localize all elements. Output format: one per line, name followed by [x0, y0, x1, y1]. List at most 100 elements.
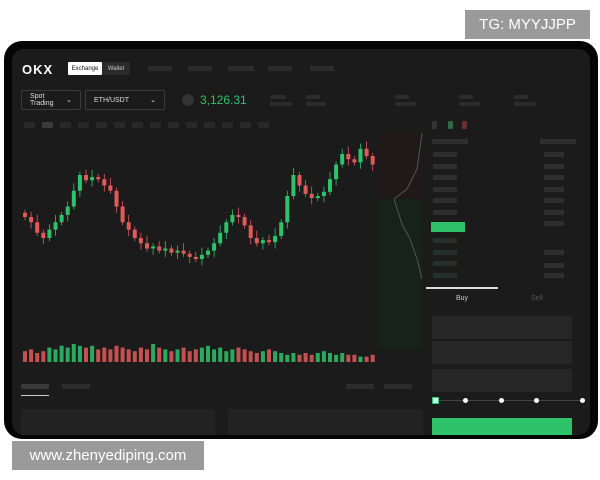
amount-input[interactable] — [432, 341, 572, 364]
chart-tool-button[interactable] — [78, 122, 89, 128]
chart-tool-button[interactable] — [204, 122, 215, 128]
candle — [132, 229, 137, 238]
tab-buy[interactable]: Buy — [456, 295, 469, 302]
orderbook-header-price — [432, 139, 468, 144]
nav-item[interactable] — [268, 66, 292, 71]
buy-tab-underline — [426, 287, 498, 289]
filter-button[interactable] — [346, 384, 374, 389]
chart-tool-button[interactable] — [42, 122, 53, 128]
candle — [35, 222, 40, 233]
volume-bar — [138, 347, 143, 362]
slider-step-75[interactable] — [534, 398, 539, 403]
volume-bar — [96, 349, 101, 362]
nav-item[interactable] — [188, 66, 212, 71]
orderbook-view-bids-icon[interactable] — [448, 121, 453, 129]
candle — [169, 248, 174, 253]
candle — [181, 250, 186, 254]
candle — [77, 175, 82, 191]
candle — [23, 212, 27, 217]
filter-button[interactable] — [384, 384, 412, 389]
candle — [334, 164, 339, 180]
amount-slider-track[interactable] — [434, 400, 584, 401]
candle — [297, 175, 302, 186]
chart-tool-button[interactable] — [240, 122, 251, 128]
ask-amount — [544, 221, 564, 226]
chart-tool-button[interactable] — [60, 122, 71, 128]
volume-bar — [291, 353, 296, 362]
volume-bar — [132, 351, 137, 362]
price-chart[interactable] — [12, 49, 590, 435]
candle — [102, 179, 107, 186]
volume-bar — [352, 354, 357, 362]
candle — [59, 214, 64, 223]
total-input[interactable] — [432, 369, 572, 392]
ask-amount — [544, 186, 564, 192]
volume-bar — [230, 349, 235, 362]
chart-tool-button[interactable] — [222, 122, 233, 128]
tab-sell[interactable]: Sell — [531, 295, 543, 302]
amount-slider-handle[interactable] — [432, 397, 439, 404]
candle — [199, 254, 204, 259]
pair-select[interactable]: ETH/USDT ⌄ — [85, 90, 165, 110]
stat-label — [395, 95, 409, 99]
volume-bar — [102, 347, 107, 362]
volume-bar — [108, 349, 113, 362]
slider-step-50[interactable] — [499, 398, 504, 403]
volume-bar — [53, 349, 58, 362]
chart-tool-button[interactable] — [258, 122, 269, 128]
volume-bar — [29, 349, 34, 362]
nav-item[interactable] — [148, 66, 172, 71]
volume-bar — [120, 347, 125, 362]
tab-exchange[interactable]: Exchange — [68, 62, 102, 75]
stat-label — [270, 95, 286, 99]
volume-bar — [71, 344, 76, 362]
volume-bar — [193, 349, 198, 362]
candle — [151, 246, 156, 249]
volume-bar — [328, 353, 332, 362]
volume-bar — [242, 349, 247, 362]
slider-step-100[interactable] — [580, 398, 585, 403]
chevron-down-icon: ⌄ — [150, 97, 156, 104]
volume-bar — [187, 351, 192, 362]
chart-tool-button[interactable] — [168, 122, 179, 128]
orders-panel — [228, 409, 423, 435]
candle — [370, 156, 375, 165]
tab-order-history[interactable] — [62, 384, 90, 389]
buy-button[interactable] — [432, 418, 572, 435]
nav-item[interactable] — [228, 66, 254, 71]
chart-tool-button[interactable] — [132, 122, 143, 128]
candle — [230, 214, 235, 223]
bid-amount — [544, 250, 564, 255]
bid-amount — [544, 273, 564, 278]
candle — [267, 240, 271, 243]
chart-tool-button[interactable] — [114, 122, 125, 128]
volume-bar — [77, 345, 82, 362]
trading-mode-select[interactable]: Spot Trading ⌄ — [21, 90, 81, 110]
price-input[interactable] — [432, 316, 572, 339]
tab-wallet[interactable]: Wallet — [102, 62, 130, 75]
ask-price — [433, 175, 457, 180]
chart-tool-button[interactable] — [186, 122, 197, 128]
volume-bar — [254, 353, 259, 362]
chart-tool-button[interactable] — [24, 122, 35, 128]
orderbook-view-asks-icon[interactable] — [462, 121, 467, 129]
volume-bar — [169, 351, 174, 362]
volume-bar — [370, 354, 375, 362]
candle — [71, 190, 76, 207]
bid-price — [433, 272, 457, 278]
slider-step-25[interactable] — [463, 398, 468, 403]
bid-price — [433, 261, 457, 266]
volume-bar — [218, 347, 223, 362]
chart-tool-button[interactable] — [96, 122, 107, 128]
tab-open-orders[interactable] — [21, 384, 49, 389]
chart-tool-button[interactable] — [150, 122, 161, 128]
volume-bar — [248, 351, 253, 362]
stat-value — [270, 102, 292, 106]
volume-bar — [84, 347, 88, 362]
candle — [218, 232, 223, 244]
stat-value — [459, 102, 481, 106]
candle — [84, 175, 88, 181]
candle — [206, 250, 210, 255]
orderbook-view-both-icon[interactable] — [432, 121, 437, 129]
nav-item[interactable] — [310, 66, 334, 71]
